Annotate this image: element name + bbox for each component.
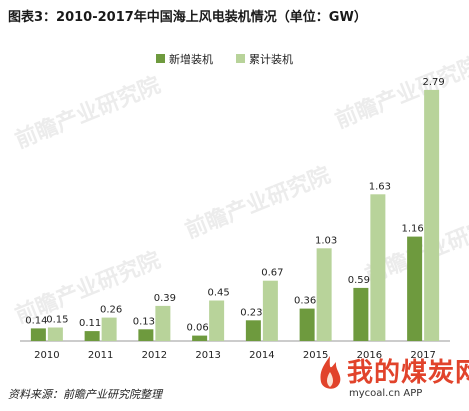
logo-text: 我的煤炭网	[347, 358, 469, 388]
bars: 0.140.15 0.11 0.26 0.13 0.39 0.06 0.45 0.23 0.67…	[25, 77, 445, 342]
x-tick-label: 2010	[34, 350, 59, 361]
data-label-cumulative: 2.79	[422, 77, 444, 88]
bar-cumulative	[316, 248, 332, 341]
legend: 新增装机 累计装机	[156, 52, 293, 66]
data-label-new: 0.14	[25, 315, 47, 326]
data-label-cumulative: 0.45	[207, 288, 229, 299]
legend-swatch-cumulative	[236, 54, 245, 63]
data-label-new: 0.23	[240, 307, 262, 318]
legend-swatch-new	[156, 54, 165, 63]
data-label-new: 0.11	[79, 318, 101, 329]
data-label-new: 1.16	[401, 224, 423, 235]
x-tick-label: 2016	[357, 350, 382, 361]
data-label-new: 0.06	[186, 323, 208, 334]
legend-label-cumulative: 累计装机	[249, 52, 293, 66]
x-tick-label: 2014	[249, 350, 274, 361]
data-label-cumulative: 0.67	[261, 268, 283, 279]
chart-title: 图表3：2010-2017年中国海上风电装机情况（单位：GW）	[8, 10, 367, 25]
bar-new	[299, 308, 315, 341]
data-label-cumulative: 1.63	[369, 181, 391, 192]
source-note: 资料来源：前瞻产业研究院整理	[8, 388, 162, 401]
legend-label-new: 新增装机	[169, 52, 213, 66]
x-tick-label: 2015	[303, 350, 328, 361]
bar-cumulative	[370, 194, 386, 341]
x-tick-label: 2017	[410, 350, 435, 361]
data-label-cumulative: 1.03	[315, 235, 337, 246]
bar-cumulative	[424, 89, 440, 342]
bar-new	[353, 287, 369, 341]
x-tick-labels: 2010 2011 2012 2013 2014 2015 2016 2017	[34, 350, 436, 361]
bar-cumulative	[155, 305, 171, 341]
bar-new	[245, 320, 261, 341]
site-logo: 我的煤炭网 mycoal.cn APP	[315, 348, 469, 408]
bar-new	[30, 328, 46, 341]
x-tick-label: 2012	[142, 350, 167, 361]
bar-new	[84, 331, 100, 341]
data-label-new: 0.13	[133, 316, 155, 327]
data-label-cumulative: 0.39	[154, 293, 176, 304]
data-label-cumulative: 0.26	[100, 305, 122, 316]
flame-icon	[320, 356, 341, 389]
bar-cumulative	[262, 280, 278, 341]
data-label-cumulative: 0.15	[46, 315, 68, 326]
x-tick-label: 2011	[88, 350, 113, 361]
bar-new	[138, 329, 154, 341]
bar-new	[407, 236, 423, 341]
bar-cumulative	[209, 300, 225, 341]
bar-cumulative	[101, 317, 117, 341]
x-tick-label: 2013	[195, 350, 220, 361]
data-label-new: 0.59	[348, 275, 370, 286]
bar-new	[192, 335, 208, 341]
data-label-new: 0.36	[294, 296, 316, 307]
bar-cumulative	[47, 327, 63, 341]
logo-subtext: mycoal.cn APP	[349, 388, 423, 399]
